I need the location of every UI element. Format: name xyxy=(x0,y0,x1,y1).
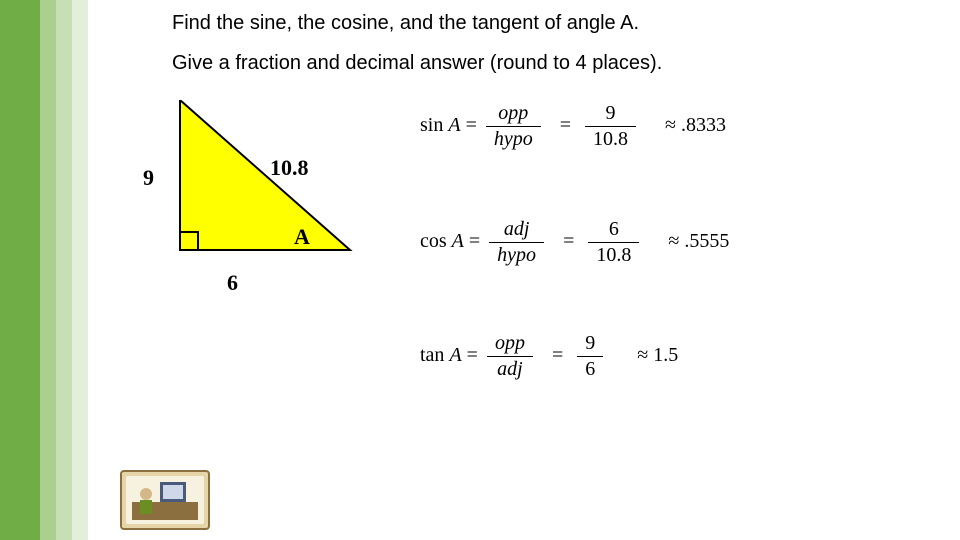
sin-equation: sin A = opp hypo = 9 10.8 ≈ .8333 xyxy=(420,102,726,151)
cos-frac-val: 6 10.8 xyxy=(588,218,639,267)
instruction-line2: Give a fraction and decimal answer (roun… xyxy=(172,52,662,75)
sidebar-decoration xyxy=(0,0,88,540)
sin-fn: sin xyxy=(420,114,443,136)
opp-side-label: 9 xyxy=(143,165,154,191)
computer-clipart xyxy=(120,470,210,530)
sin-frac-val: 9 10.8 xyxy=(585,102,636,151)
cos-fn: cos xyxy=(420,230,447,252)
hyp-side-label: 10.8 xyxy=(270,155,309,181)
tan-equation: tan A = opp adj = 9 6 ≈ 1.5 xyxy=(420,332,678,381)
sin-frac-def: opp hypo xyxy=(486,102,541,151)
tan-approx: ≈ 1.5 xyxy=(637,344,678,366)
instruction-line1: Find the sine, the cosine, and the tange… xyxy=(172,12,639,35)
triangle-shape xyxy=(180,100,350,250)
tan-frac-val: 9 6 xyxy=(577,332,603,381)
tan-frac-def: opp adj xyxy=(487,332,533,381)
cos-frac-def: adj hypo xyxy=(489,218,544,267)
adj-side-label: 6 xyxy=(227,270,238,296)
cos-approx: ≈ .5555 xyxy=(668,230,729,252)
cos-equation: cos A = adj hypo = 6 10.8 ≈ .5555 xyxy=(420,218,729,267)
cos-var: A xyxy=(452,230,464,252)
angle-label: A xyxy=(294,224,310,250)
triangle-figure xyxy=(170,100,370,280)
sin-var: A xyxy=(448,114,460,136)
tan-fn: tan xyxy=(420,344,444,366)
tan-var: A xyxy=(449,344,461,366)
sin-approx: ≈ .8333 xyxy=(665,114,726,136)
